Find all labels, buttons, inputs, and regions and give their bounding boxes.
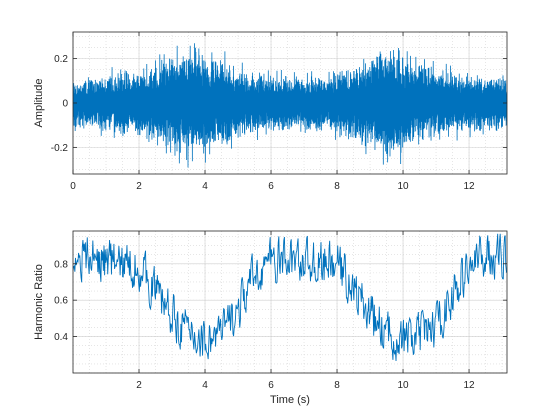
y-tick-label: -0.2 — [51, 143, 69, 154]
x-tick-label: 10 — [397, 181, 409, 192]
x-tick-label: 10 — [397, 380, 409, 391]
y-tick-label: 0.4 — [54, 332, 68, 343]
x-tick-label: 6 — [268, 181, 274, 192]
y-tick-label: 0.2 — [54, 54, 68, 65]
axes-box — [72, 230, 508, 374]
x-tick-label: 4 — [202, 181, 208, 192]
x-tick-label: 2 — [136, 181, 142, 192]
y-tick-label: 0.8 — [54, 259, 68, 270]
y-tick-label: 0 — [62, 99, 68, 110]
x-axis-label: Time (s) — [270, 394, 310, 406]
harmonic-ratio-axes: 2 4 6 8 10 12 0.4 0.6 0.8 Harmonic Ratio Time (s) — [33, 230, 508, 406]
x-tick-label: 6 — [268, 380, 274, 391]
x-tick-label: 12 — [463, 380, 475, 391]
series-line — [73, 43, 507, 168]
x-tick-label: 0 — [70, 181, 76, 192]
y-tick-label: 0.6 — [54, 296, 68, 307]
x-tick-label: 8 — [334, 380, 340, 391]
y-axis-label: Amplitude — [33, 79, 45, 128]
y-axis-label: Harmonic Ratio — [33, 264, 45, 340]
amplitude-axes: 0 2 4 6 8 10 12 -0.2 0 0.2 Amplitude — [33, 31, 508, 192]
x-tick-label: 2 — [136, 380, 142, 391]
x-tick-label: 8 — [334, 181, 340, 192]
x-tick-label: 4 — [202, 380, 208, 391]
x-tick-label: 12 — [463, 181, 475, 192]
series-line — [73, 233, 507, 361]
